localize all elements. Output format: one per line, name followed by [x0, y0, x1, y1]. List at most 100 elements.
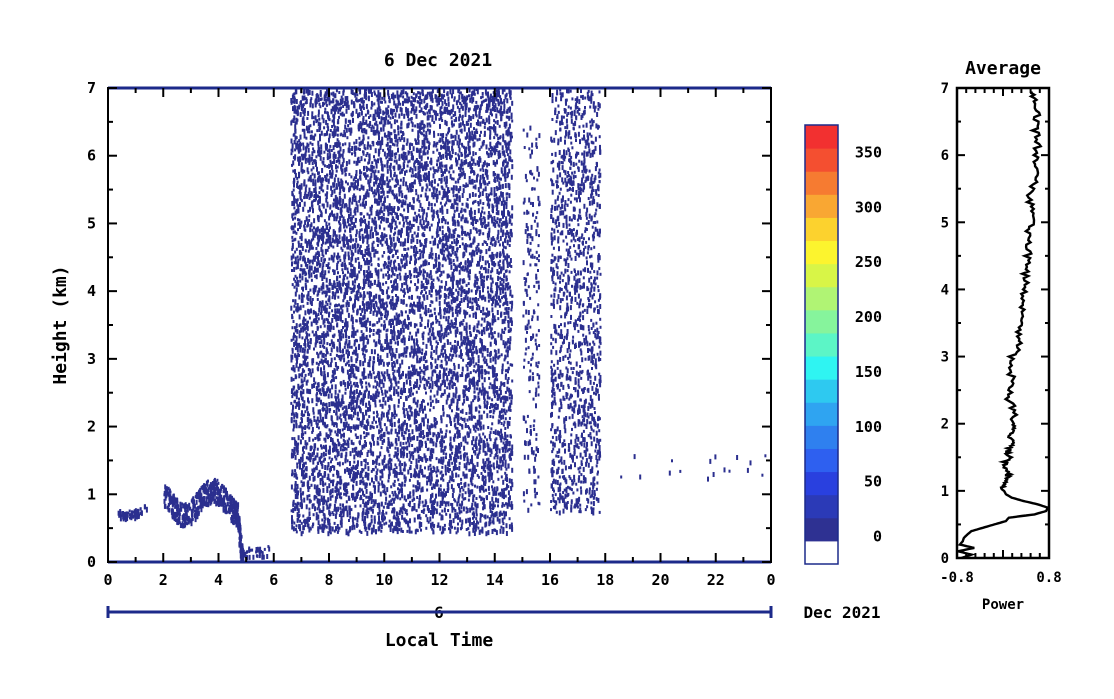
echo-cell	[262, 554, 265, 560]
echo-cell	[341, 248, 344, 252]
echo-cell	[406, 221, 409, 225]
echo-cell	[446, 254, 449, 258]
echo-cell	[190, 518, 193, 522]
echo-cell	[440, 470, 443, 474]
echo-cell	[344, 120, 347, 124]
echo-cell	[492, 444, 495, 450]
echo-cell	[463, 289, 466, 294]
echo-cell	[502, 414, 505, 420]
echo-cell	[385, 115, 388, 121]
echo-cell	[476, 455, 479, 459]
echo-cell	[246, 550, 249, 554]
echo-cell	[450, 177, 453, 181]
echo-cell	[485, 307, 488, 311]
echo-cell	[465, 325, 468, 329]
echo-cell	[302, 432, 305, 436]
echo-cell	[508, 123, 511, 129]
echo-cell	[380, 116, 383, 122]
echo-cell	[383, 457, 386, 463]
echo-cell	[295, 99, 298, 104]
echo-cell	[140, 510, 143, 516]
echo-cell	[291, 395, 294, 399]
echo-cell	[334, 109, 336, 115]
echo-cell	[373, 490, 376, 494]
echo-cell	[176, 501, 179, 506]
echo-cell	[413, 231, 416, 235]
echo-cell	[372, 416, 375, 422]
echo-cell	[390, 499, 393, 503]
echo-cell	[452, 89, 455, 95]
echo-cell	[488, 396, 491, 400]
echo-cell	[314, 186, 317, 192]
echo-cell	[435, 434, 438, 438]
echo-cell	[319, 413, 322, 416]
echo-cell	[202, 501, 205, 505]
echo-cell	[463, 297, 466, 303]
echo-cell	[435, 511, 438, 515]
echo-cell	[436, 188, 438, 192]
echo-cell	[303, 469, 306, 473]
echo-cell	[505, 511, 507, 517]
echo-cell	[502, 260, 505, 266]
echo-cell	[450, 525, 453, 529]
echo-cell	[350, 429, 352, 433]
echo-cell	[349, 461, 351, 466]
echo-cell	[354, 206, 357, 210]
x-axis-label: Local Time	[385, 630, 494, 651]
echo-cell	[376, 250, 379, 254]
echo-cell	[463, 173, 466, 177]
echo-cell	[403, 221, 405, 225]
echo-cell	[354, 399, 357, 403]
echo-cell	[410, 387, 413, 392]
echo-cell	[303, 153, 306, 159]
echo-cell	[502, 245, 505, 249]
echo-cell	[416, 355, 419, 361]
echo-cell	[200, 493, 203, 499]
echo-cell	[424, 503, 427, 507]
echo-cell	[209, 495, 212, 501]
echo-cell	[240, 549, 243, 555]
echo-cell	[327, 264, 329, 270]
echo-cell	[443, 488, 446, 492]
echo-cell	[321, 160, 324, 164]
echo-cell	[478, 113, 481, 119]
echo-cell	[441, 465, 444, 469]
echo-cell	[198, 505, 201, 509]
echo-cell	[482, 388, 485, 392]
echo-cell	[405, 509, 408, 513]
echo-cell	[328, 279, 331, 284]
echo-cell	[298, 314, 301, 320]
echo-cell	[194, 510, 197, 516]
echo-cell	[372, 329, 375, 332]
echo-cell	[493, 187, 496, 192]
echo-cell	[197, 510, 200, 516]
echo-cell	[353, 160, 356, 164]
echo-cell	[374, 109, 377, 115]
echo-cell	[408, 322, 410, 325]
echo-cell	[410, 346, 413, 350]
echo-cell	[424, 499, 427, 505]
echo-cell	[505, 235, 508, 239]
echo-cell	[163, 503, 166, 509]
echo-cell	[482, 506, 485, 510]
echo-cell	[345, 108, 348, 114]
echo-cell	[430, 206, 433, 210]
echo-cell	[380, 210, 383, 214]
echo-cell	[380, 128, 383, 132]
echo-cell	[202, 487, 205, 491]
echo-cell	[429, 403, 432, 407]
echo-cell	[330, 194, 333, 197]
echo-layer	[163, 477, 240, 529]
echo-cell	[308, 309, 311, 315]
echo-cell	[471, 130, 474, 136]
echo-cell	[372, 332, 375, 336]
echo-cell	[452, 104, 455, 110]
echo-cell	[372, 385, 375, 389]
echo-cell	[174, 504, 177, 508]
echo-cell	[337, 110, 340, 114]
echo-cell	[374, 199, 377, 203]
echo-cell	[179, 501, 182, 507]
echo-cell	[403, 495, 406, 501]
echo-cell	[291, 524, 294, 530]
echo-cell	[451, 409, 453, 413]
